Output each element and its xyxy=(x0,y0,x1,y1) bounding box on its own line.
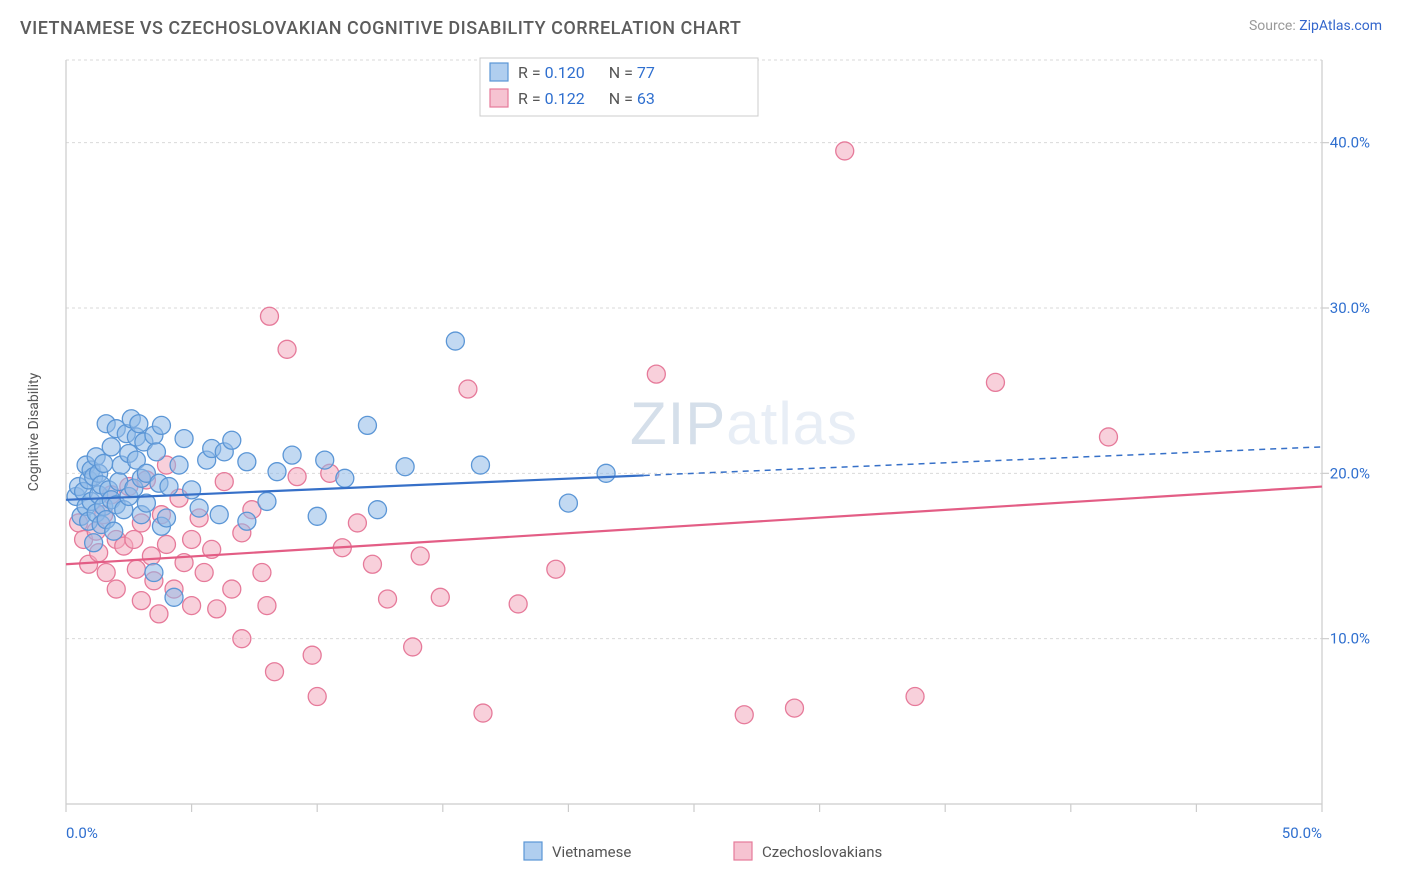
point-czech xyxy=(142,547,160,565)
y-axis-title: Cognitive Disability xyxy=(26,372,42,491)
point-vietnamese xyxy=(130,415,148,433)
point-czech xyxy=(509,595,527,613)
x-tick-label: 0.0% xyxy=(66,824,98,842)
point-vietnamese xyxy=(95,454,113,472)
point-vietnamese xyxy=(183,481,201,499)
point-czech xyxy=(836,142,854,160)
source-attribution: Source: ZipAtlas.com xyxy=(1249,18,1382,34)
point-czech xyxy=(348,514,366,532)
x-tick-label: 50.0% xyxy=(1282,824,1322,842)
point-czech xyxy=(379,590,397,608)
point-czech xyxy=(208,600,226,618)
point-vietnamese xyxy=(471,456,489,474)
point-vietnamese xyxy=(258,492,276,510)
source-label: Source: xyxy=(1249,18,1299,34)
point-vietnamese xyxy=(316,451,334,469)
point-vietnamese xyxy=(238,453,256,471)
point-vietnamese xyxy=(85,534,103,552)
legend-swatch-czech xyxy=(490,89,508,107)
point-vietnamese xyxy=(190,499,208,517)
point-czech xyxy=(785,699,803,717)
point-vietnamese xyxy=(175,430,193,448)
point-czech xyxy=(233,630,251,648)
point-czech xyxy=(265,663,283,681)
bottom-legend-label-czech: Czechoslovakians xyxy=(762,843,882,861)
point-czech xyxy=(223,580,241,598)
point-vietnamese xyxy=(559,494,577,512)
point-vietnamese xyxy=(268,463,286,481)
point-vietnamese xyxy=(152,416,170,434)
point-vietnamese xyxy=(157,509,175,527)
point-vietnamese xyxy=(223,431,241,449)
point-czech xyxy=(474,704,492,722)
point-vietnamese xyxy=(597,464,615,482)
point-czech xyxy=(303,646,321,664)
point-czech xyxy=(183,597,201,615)
point-vietnamese xyxy=(102,438,120,456)
point-czech xyxy=(308,688,326,706)
point-vietnamese xyxy=(165,588,183,606)
point-czech xyxy=(547,560,565,578)
bottom-legend-swatch-vietnamese xyxy=(524,842,542,860)
point-vietnamese xyxy=(368,501,386,519)
point-czech xyxy=(288,468,306,486)
point-czech xyxy=(363,555,381,573)
scatter-chart: ZIPatlas 0.0% 50.0% 10.0% 20.0% 30.0% 40.0% Cog… xyxy=(20,44,1382,872)
point-vietnamese xyxy=(170,456,188,474)
point-czech xyxy=(125,530,143,548)
point-czech xyxy=(404,638,422,656)
bottom-legend-swatch-czech xyxy=(734,842,752,860)
point-vietnamese xyxy=(145,564,163,582)
point-czech xyxy=(157,535,175,553)
point-vietnamese xyxy=(358,416,376,434)
point-czech xyxy=(260,307,278,325)
point-czech xyxy=(647,365,665,383)
point-czech xyxy=(258,597,276,615)
point-vietnamese xyxy=(238,512,256,530)
point-vietnamese xyxy=(396,458,414,476)
point-vietnamese xyxy=(210,506,228,524)
point-vietnamese xyxy=(446,332,464,350)
chart-area: ZIPatlas 0.0% 50.0% 10.0% 20.0% 30.0% 40.0% Cog… xyxy=(20,44,1382,872)
point-czech xyxy=(253,564,271,582)
legend-swatch-vietnamese xyxy=(490,63,508,81)
point-czech xyxy=(278,340,296,358)
point-czech xyxy=(1099,428,1117,446)
point-czech xyxy=(986,373,1004,391)
point-czech xyxy=(215,473,233,491)
point-czech xyxy=(906,688,924,706)
point-czech xyxy=(127,560,145,578)
point-czech xyxy=(107,580,125,598)
y-tick-label: 40.0% xyxy=(1330,134,1370,152)
point-czech xyxy=(97,564,115,582)
point-czech xyxy=(183,530,201,548)
point-vietnamese xyxy=(336,469,354,487)
point-czech xyxy=(195,564,213,582)
y-tick-label: 30.0% xyxy=(1330,299,1370,317)
point-vietnamese xyxy=(160,478,178,496)
point-czech xyxy=(150,605,168,623)
point-vietnamese xyxy=(283,446,301,464)
source-link[interactable]: ZipAtlas.com xyxy=(1299,18,1382,34)
point-vietnamese xyxy=(147,443,165,461)
point-czech xyxy=(132,592,150,610)
bottom-legend-label-vietnamese: Vietnamese xyxy=(552,843,631,861)
chart-title: VIETNAMESE VS CZECHOSLOVAKIAN COGNITIVE … xyxy=(20,18,741,39)
point-czech xyxy=(735,706,753,724)
point-vietnamese xyxy=(308,507,326,525)
y-tick-label: 20.0% xyxy=(1330,464,1370,482)
point-czech xyxy=(431,588,449,606)
point-czech xyxy=(411,547,429,565)
watermark: ZIPatlas xyxy=(630,390,858,457)
y-tick-label: 10.0% xyxy=(1330,630,1370,648)
point-czech xyxy=(459,380,477,398)
point-vietnamese xyxy=(105,522,123,540)
